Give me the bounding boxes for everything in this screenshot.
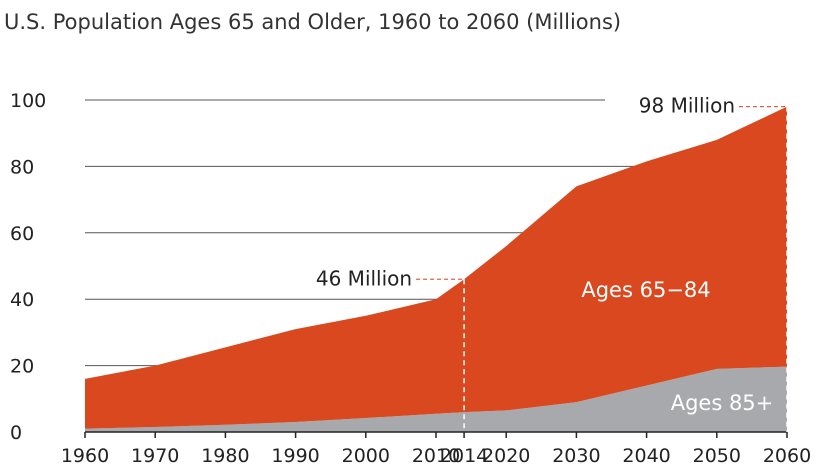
y-tick-label-80: 80 (10, 156, 34, 178)
annotation-label-0: 46 Million (316, 266, 412, 290)
series-labels: Ages 65−84 Ages 85+ (581, 278, 773, 415)
y-tick-label-0: 0 (10, 422, 22, 444)
series-label-ages-65-84: Ages 65−84 (581, 278, 710, 302)
x-tick-label-2000: 2000 (342, 445, 390, 467)
x-tick-label-2020: 2020 (482, 445, 530, 467)
y-tick-label-40: 40 (10, 289, 34, 311)
y-tick-label-60: 60 (10, 223, 34, 245)
annotations: 46 Million 98 Million (316, 94, 788, 432)
x-tick-label-2010: 2010 (412, 445, 460, 467)
chart-title: U.S. Population Ages 65 and Older, 1960 … (4, 10, 621, 34)
x-tick-label-1970: 1970 (131, 445, 179, 467)
y-tick-label-20: 20 (10, 356, 34, 378)
x-tick-label-2060: 2060 (763, 445, 811, 467)
x-tick-label-1960: 1960 (61, 445, 109, 467)
areas (85, 106, 787, 432)
x-tick-label-1980: 1980 (201, 445, 249, 467)
series-label-ages-85-plus: Ages 85+ (671, 391, 774, 415)
x-tick-label-2014: 2014 (440, 445, 488, 467)
x-tick-label-1990: 1990 (271, 445, 319, 467)
x-tick-label-2050: 2050 (693, 445, 741, 467)
y-tick-label-100: 100 (10, 90, 46, 112)
annotation-label-1: 98 Million (639, 94, 735, 118)
area-ages-65-84 (85, 106, 787, 429)
area-ages-85-plus (85, 366, 787, 432)
x-tick-label-2030: 2030 (552, 445, 600, 467)
x-tick-label-2040: 2040 (622, 445, 670, 467)
